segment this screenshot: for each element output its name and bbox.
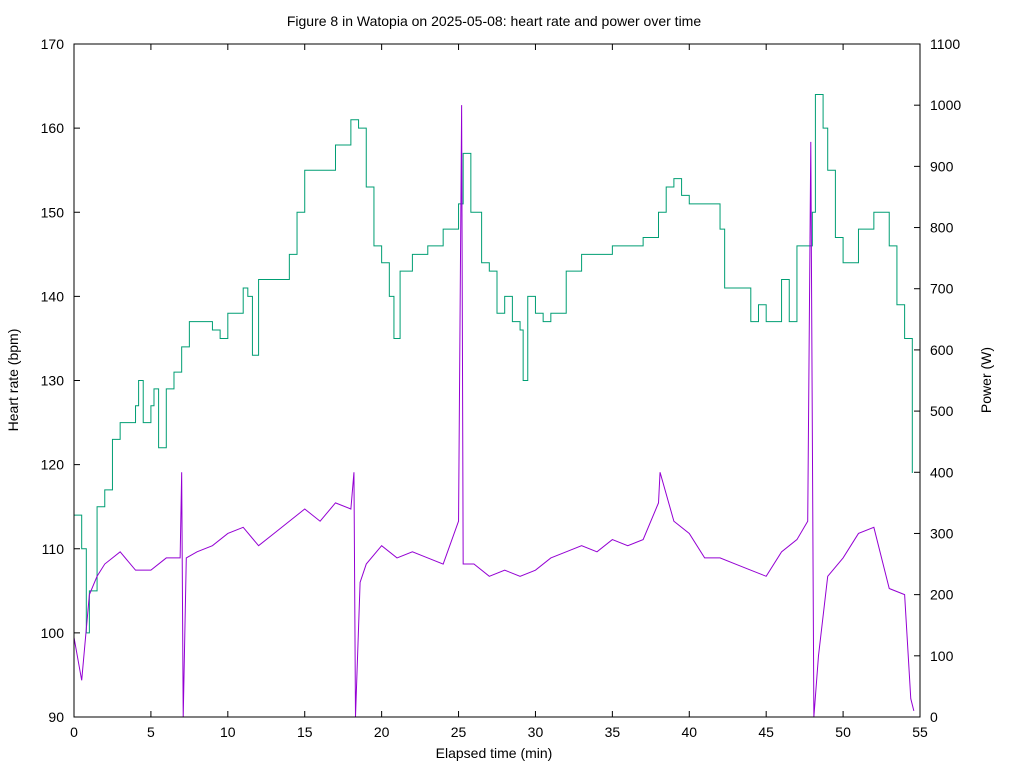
y2-tick-label: 400 bbox=[930, 464, 954, 480]
y2-tick-label: 700 bbox=[930, 281, 954, 297]
y-axis-label: Heart rate (bpm) bbox=[5, 329, 21, 432]
y2-tick-label: 800 bbox=[930, 220, 954, 236]
y2-tick-label: 1000 bbox=[930, 97, 961, 113]
y2-tick-label: 500 bbox=[930, 403, 954, 419]
x-tick-label: 25 bbox=[451, 724, 467, 740]
y-tick-label: 160 bbox=[41, 120, 65, 136]
x-tick-label: 40 bbox=[681, 724, 697, 740]
x-tick-label: 0 bbox=[70, 724, 78, 740]
y2-tick-label: 100 bbox=[930, 648, 954, 664]
y2-axis-label: Power (W) bbox=[978, 347, 994, 413]
chart-title: Figure 8 in Watopia on 2025-05-08: heart… bbox=[287, 13, 701, 29]
power-series-line bbox=[73, 105, 915, 718]
x-tick-label: 20 bbox=[374, 724, 390, 740]
y2-tick-label: 0 bbox=[930, 709, 938, 725]
y-tick-label: 100 bbox=[41, 625, 65, 641]
y2-tick-label: 600 bbox=[930, 342, 954, 358]
y-tick-label: 120 bbox=[41, 457, 65, 473]
x-tick-label: 5 bbox=[147, 724, 155, 740]
x-tick-label: 45 bbox=[758, 724, 774, 740]
plot-border bbox=[73, 43, 921, 718]
x-tick-label: 10 bbox=[220, 724, 236, 740]
y-tick-label: 150 bbox=[41, 204, 65, 220]
x-axis-label: Elapsed time (min) bbox=[436, 745, 553, 761]
x-tick-label: 30 bbox=[528, 724, 544, 740]
y-tick-label: 140 bbox=[41, 288, 65, 304]
y2-tick-label: 200 bbox=[930, 587, 954, 603]
y2-tick-label: 1100 bbox=[930, 36, 960, 52]
y-tick-label: 170 bbox=[41, 36, 65, 52]
heart-rate-series-line bbox=[74, 93, 913, 634]
y2-tick-label: 300 bbox=[930, 525, 954, 541]
x-tick-label: 35 bbox=[605, 724, 621, 740]
x-tick-label: 50 bbox=[835, 724, 851, 740]
x-tick-label: 55 bbox=[912, 724, 928, 740]
y-tick-label: 110 bbox=[42, 541, 65, 557]
y-tick-label: 130 bbox=[41, 373, 65, 389]
y2-tick-label: 900 bbox=[930, 158, 954, 174]
y-tick-label: 90 bbox=[48, 709, 64, 725]
x-tick-label: 15 bbox=[297, 724, 313, 740]
